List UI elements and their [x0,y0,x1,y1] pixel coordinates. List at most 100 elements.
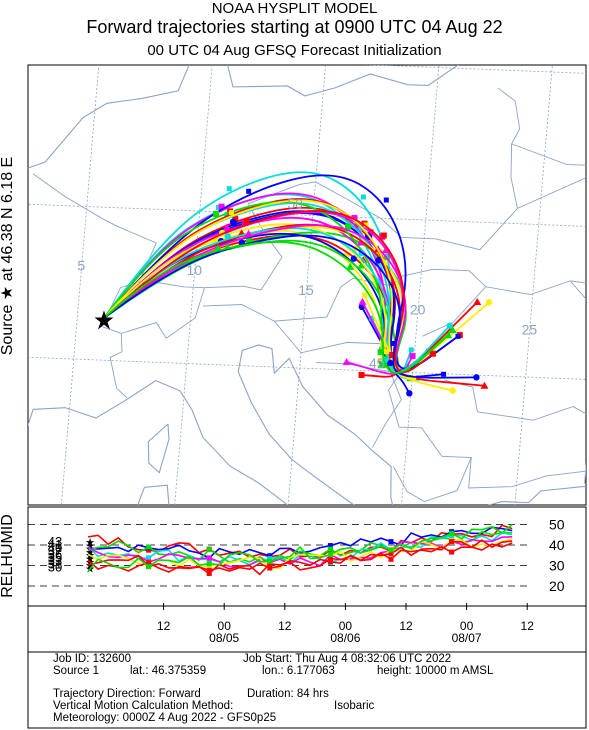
trajectory-marker [455,333,461,339]
meridian-line [287,65,326,505]
trajectory-marker [246,188,252,194]
rh-start-star-icon: ★ [85,560,95,572]
country-border [121,287,205,339]
parallel-line [28,356,586,380]
trajectory-marker [218,203,225,210]
trajectory-marker [246,237,253,244]
rh-start-star-icon: ★ [85,547,95,559]
trajectory-marker [375,257,382,264]
rh-series-marker [388,547,394,553]
trajectory-marker [389,352,396,359]
rh-tick-label: 30 [549,558,565,574]
rh-start-star-icon: ★ [85,540,95,552]
country-border [443,379,586,421]
trajectory-line [103,239,449,374]
rh-series-marker [388,551,394,557]
trajectory-marker [363,222,369,228]
trajectory-marker [473,374,480,381]
rh-series-marker [146,555,152,561]
trajectory-marker [409,353,416,360]
rh-series-marker [327,546,333,552]
trajectory-marker [377,349,384,356]
trajectory-marker [383,197,389,203]
time-date-label: 08/06 [330,631,360,645]
model-name: NOAA HYSPLIT MODEL [211,0,378,17]
country-border [101,326,128,399]
rh-series-marker [206,555,212,561]
rh-series-marker [267,561,273,567]
rh-series-marker [449,539,455,545]
country-border [511,143,586,166]
chart-subtitle: 00 UTC 04 Aug GFSQ Forecast Initializati… [147,42,442,59]
trajectory-marker [346,262,355,270]
rh-series-line [87,523,513,573]
source-lat: lat.: 46.375359 [130,665,207,677]
meridian-label: 5 [77,258,85,274]
rh-series-marker [327,543,333,549]
trajectory-marker [232,220,238,226]
rh-start-star-icon: ★ [85,554,95,566]
trajectory-marker [360,194,366,200]
source-lon: lon.: 6.177063 [262,665,335,677]
country-border [570,280,586,284]
chart-title: Forward trajectories starting at 0900 UT… [86,17,503,37]
trajectory-marker [244,229,253,237]
parallel-label: 50 [287,196,303,212]
trajectory-marker [213,244,222,252]
trajectory-line [103,209,434,374]
trajectory-marker [446,322,454,329]
rh-series-marker [449,530,455,536]
trajectory-marker [361,292,367,298]
vertical-method-label: Vertical Motion Calculation Method: [53,700,234,712]
meridian-label: 25 [522,321,538,337]
time-hour-label: 12 [521,619,535,633]
map-graticule [28,65,586,505]
time-axis-frame [27,605,587,653]
rh-start-star-icon: ★ [85,537,95,549]
rh-series-marker [388,539,394,545]
rh-series-marker [267,558,273,564]
time-hour-label: 12 [399,619,413,633]
meridian-line [174,65,213,505]
trajectory-marker [342,357,351,365]
coastlines [28,65,586,505]
trajectory-marker [358,297,367,305]
map-layer [28,65,586,505]
rh-start-label: 36 [48,547,62,562]
trajectory-marker [238,239,246,246]
vertical-method-value: Isobaric [334,700,375,712]
trajectory-line [103,234,477,379]
country-border [468,457,586,489]
trajectory-marker [449,387,456,394]
meridian-line [401,65,440,505]
rh-series-marker [146,544,152,550]
country-border [202,268,487,322]
rh-start-label: 35 [48,550,62,565]
time-date-label: 08/05 [209,631,239,645]
country-border [316,362,402,448]
rh-start-label: 37 [48,544,62,559]
trajectory-marker [411,375,417,381]
rh-series-line [87,542,513,576]
trajectory-marker [383,349,389,355]
rh-start-label: 43 [48,534,62,549]
trajectory-marker [224,233,231,240]
rh-tick-label: 40 [549,537,565,553]
rh-start-label: 30 [48,560,62,575]
time-hour-label: 00 [218,619,232,633]
trajectory-marker [228,210,234,216]
trajectory-marker [356,238,365,246]
rh-series-marker [267,553,273,559]
trajectory-marker [485,299,493,306]
rh-series-marker [327,555,333,561]
trajectory-marker [390,340,396,346]
trajectory-line [103,227,451,373]
rh-series-marker [327,552,333,558]
source-star-icon [94,310,114,330]
trajectory-marker [448,325,457,333]
meridian-label: 15 [298,282,314,298]
rh-series-marker [388,556,394,562]
meridian-label: 10 [186,262,202,278]
rh-series-marker [146,564,152,570]
rh-start-label: 41 [48,537,62,552]
